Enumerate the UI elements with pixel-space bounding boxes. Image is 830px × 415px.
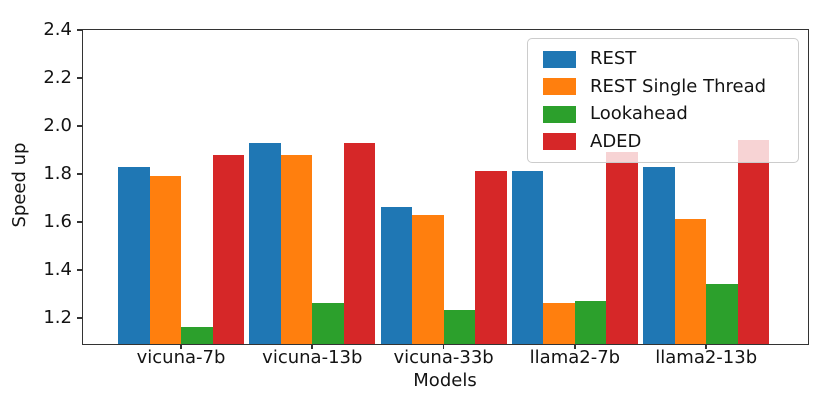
legend-entry: Lookahead — [543, 104, 790, 124]
bar-aded-vicuna-7b — [212, 154, 244, 344]
y-tick-label: 2.2 — [43, 66, 72, 88]
bar-rest-llama2-7b — [511, 171, 544, 344]
legend-swatch-icon — [543, 50, 576, 68]
bar-rest-single-thread-vicuna-7b — [149, 176, 181, 344]
bar-lookahead-vicuna-33b — [443, 310, 476, 344]
x-tick-mark — [180, 344, 182, 349]
y-tick-mark — [77, 77, 82, 79]
y-tick-label: 1.6 — [43, 210, 72, 232]
legend-swatch-icon — [543, 133, 576, 151]
y-tick-mark — [77, 172, 82, 175]
legend-label: REST — [590, 48, 637, 69]
plot-area — [82, 29, 809, 345]
y-tick-mark — [77, 29, 82, 31]
bar-rest-single-thread-llama2-13b — [674, 219, 707, 344]
legend-label: ADED — [590, 130, 642, 152]
x-tick-mark — [574, 344, 576, 349]
x-tick-label: vicuna-7b — [136, 347, 226, 368]
bar-aded-llama2-13b — [737, 140, 770, 344]
bar-aded-vicuna-13b — [343, 142, 376, 344]
y-tick-label: 1.4 — [43, 258, 72, 280]
x-tick-mark — [311, 344, 314, 349]
y-tick-mark — [77, 220, 82, 223]
legend-entry: REST — [543, 49, 790, 69]
y-tick-mark — [77, 268, 82, 271]
bar-lookahead-llama2-13b — [706, 284, 738, 344]
y-tick-label: 2.4 — [43, 19, 72, 40]
bar-rest-single-thread-llama2-7b — [543, 303, 575, 344]
legend-entry: ADED — [543, 130, 790, 152]
x-tick-label: llama2-13b — [655, 347, 758, 368]
y-tick-mark — [77, 316, 82, 319]
x-tick-mark — [705, 344, 708, 349]
y-tick-label: 1.8 — [43, 162, 72, 184]
x-axis-label: Models — [413, 370, 477, 391]
bar-rest-vicuna-33b — [380, 207, 413, 344]
bar-rest-single-thread-vicuna-13b — [280, 154, 313, 344]
legend: REST REST Single Thread Lookahead ADED — [527, 38, 799, 163]
legend-swatch-icon — [543, 78, 576, 96]
bar-lookahead-llama2-7b — [574, 300, 607, 344]
bar-aded-vicuna-33b — [475, 171, 507, 344]
legend-label: REST Single Thread — [590, 75, 767, 97]
y-tick-label: 2.0 — [43, 114, 72, 136]
bar-rest-vicuna-13b — [249, 142, 281, 344]
bar-rest-single-thread-vicuna-33b — [412, 214, 444, 344]
bar-aded-llama2-7b — [606, 152, 638, 344]
legend-label: Lookahead — [590, 103, 688, 125]
bar-rest-vicuna-7b — [118, 166, 150, 344]
bar-rest-llama2-13b — [643, 166, 675, 344]
x-tick-label: llama2-7b — [529, 347, 621, 368]
y-tick-label: 1.2 — [43, 306, 72, 328]
x-tick-mark — [442, 344, 445, 349]
bar-lookahead-vicuna-7b — [181, 327, 213, 344]
x-tick-label: vicuna-13b — [262, 347, 363, 368]
bar-lookahead-vicuna-13b — [312, 303, 344, 344]
legend-entry: REST Single Thread — [543, 75, 790, 97]
y-tick-mark — [77, 124, 82, 127]
x-tick-label: vicuna-33b — [393, 347, 494, 368]
legend-swatch-icon — [543, 105, 576, 123]
